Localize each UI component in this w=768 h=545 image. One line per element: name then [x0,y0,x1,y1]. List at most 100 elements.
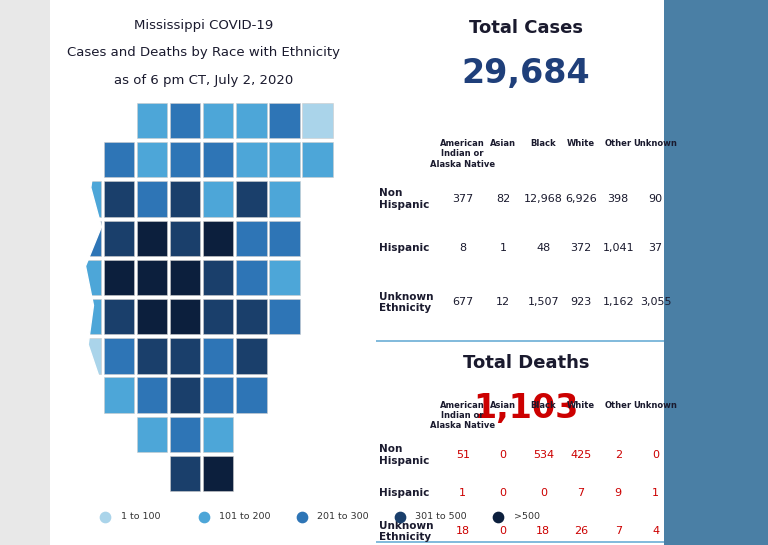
Bar [269,181,300,216]
Bar [269,142,300,177]
Bar [71,221,101,256]
Text: 0: 0 [499,488,507,498]
Bar [137,378,167,413]
Bar [137,299,167,334]
Bar [203,260,233,295]
Bar [137,142,167,177]
Bar [269,103,300,138]
Bar [236,378,266,413]
Text: Mississippi COVID-19: Mississippi COVID-19 [134,19,273,32]
Point [197,512,210,521]
Point [296,512,308,521]
Bar [269,221,300,256]
Text: 101 to 200: 101 to 200 [219,512,270,522]
Text: 18: 18 [455,526,470,536]
Text: 29,684: 29,684 [462,57,591,90]
Bar [170,378,200,413]
Bar [71,299,101,334]
Text: 301 to 500: 301 to 500 [415,512,467,522]
Text: Black: Black [531,401,556,410]
Bar [71,181,101,216]
Bar [170,417,200,452]
Text: 37: 37 [649,243,663,253]
Bar [104,338,134,373]
Bar [170,456,200,491]
Bar [71,260,101,295]
Point [394,512,406,521]
Text: 26: 26 [574,526,588,536]
Text: Total Cases: Total Cases [469,19,583,37]
Bar [269,260,300,295]
Bar [203,181,233,216]
Text: 1: 1 [459,488,466,498]
Text: 90: 90 [649,194,663,204]
Bar [104,260,134,295]
Text: 7: 7 [614,526,622,536]
Point [99,512,111,521]
Bar [203,221,233,256]
Text: Cases and Deaths by Race with Ethnicity: Cases and Deaths by Race with Ethnicity [67,46,340,59]
Bar [236,181,266,216]
Text: Other: Other [604,139,632,148]
Bar [303,103,333,138]
Text: Asian: Asian [490,401,516,410]
Text: American
Indian or
Alaska Native: American Indian or Alaska Native [430,401,495,431]
Text: 534: 534 [533,450,554,460]
Text: 1 to 100: 1 to 100 [121,512,160,522]
Text: 18: 18 [536,526,551,536]
Bar [203,378,233,413]
Bar [236,260,266,295]
Text: Non
Hispanic: Non Hispanic [379,188,429,210]
Bar [137,181,167,216]
Text: 4: 4 [652,526,659,536]
Text: Other: Other [604,401,632,410]
Text: Total Deaths: Total Deaths [463,354,589,372]
Point [492,512,505,521]
Text: as of 6 pm CT, July 2, 2020: as of 6 pm CT, July 2, 2020 [114,74,293,87]
Text: Unknown
Ethnicity: Unknown Ethnicity [379,292,434,313]
Text: Black: Black [531,139,556,148]
Text: Unknown: Unknown [634,401,677,410]
Bar [71,338,101,373]
Bar [137,221,167,256]
Text: 398: 398 [607,194,629,204]
Text: >500: >500 [514,512,540,522]
Bar [170,142,200,177]
Bar [203,142,233,177]
Text: 0: 0 [652,450,659,460]
Bar [236,299,266,334]
Text: 8: 8 [459,243,466,253]
Bar [203,103,233,138]
Text: 51: 51 [455,450,470,460]
Text: 1: 1 [652,488,659,498]
Text: 425: 425 [570,450,591,460]
Bar [137,103,167,138]
Bar [203,299,233,334]
Text: 48: 48 [536,243,551,253]
Bar [104,142,134,177]
Bar [170,338,200,373]
Text: Unknown: Unknown [634,139,677,148]
Text: 677: 677 [452,298,473,307]
Text: 377: 377 [452,194,473,204]
Bar [269,299,300,334]
Text: Hispanic: Hispanic [379,488,429,498]
Text: 201 to 300: 201 to 300 [317,512,369,522]
Text: Non
Hispanic: Non Hispanic [379,444,429,466]
Text: 12: 12 [496,298,510,307]
Bar [104,221,134,256]
Text: Asian: Asian [490,139,516,148]
Bar [236,103,266,138]
Text: 1,103: 1,103 [473,392,579,426]
Bar [236,142,266,177]
Bar [203,456,233,491]
Bar [104,299,134,334]
Text: 372: 372 [570,243,591,253]
Bar [203,338,233,373]
Bar [170,299,200,334]
Text: 7: 7 [578,488,584,498]
Text: 0: 0 [499,526,507,536]
Text: White: White [567,139,595,148]
Text: White: White [567,401,595,410]
Bar [137,338,167,373]
